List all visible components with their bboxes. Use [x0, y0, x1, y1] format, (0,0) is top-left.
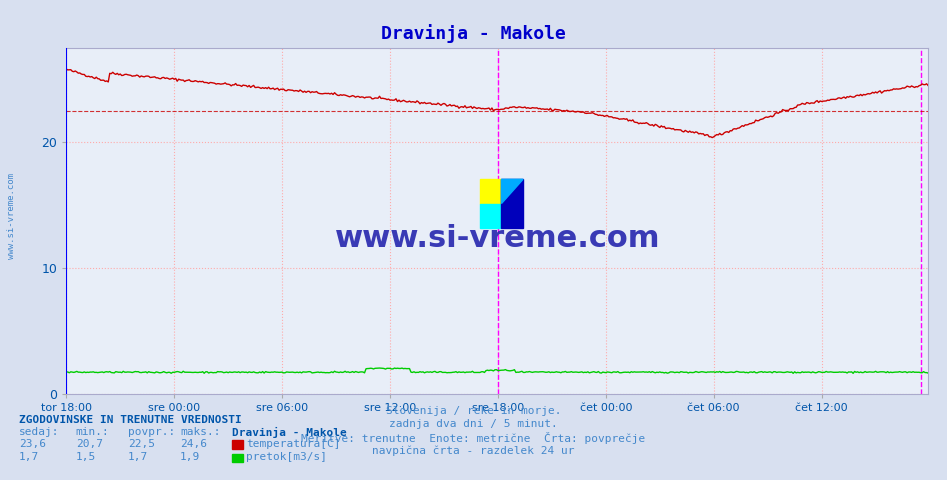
Text: Meritve: trenutne  Enote: metrične  Črta: povprečje: Meritve: trenutne Enote: metrične Črta: …	[301, 432, 646, 444]
Text: navpična črta - razdelek 24 ur: navpična črta - razdelek 24 ur	[372, 446, 575, 456]
Text: povpr.:: povpr.:	[128, 427, 175, 437]
Text: ZGODOVINSKE IN TRENUTNE VREDNOSTI: ZGODOVINSKE IN TRENUTNE VREDNOSTI	[19, 415, 241, 425]
Text: Dravinja - Makole: Dravinja - Makole	[232, 427, 347, 437]
Text: 20,7: 20,7	[76, 439, 103, 449]
Text: 24,6: 24,6	[180, 439, 207, 449]
Text: zadnja dva dni / 5 minut.: zadnja dva dni / 5 minut.	[389, 419, 558, 429]
Text: temperatura[C]: temperatura[C]	[246, 439, 341, 449]
Text: 1,7: 1,7	[128, 452, 148, 462]
Text: maks.:: maks.:	[180, 427, 221, 437]
Bar	[502, 180, 523, 228]
Text: sedaj:: sedaj:	[19, 427, 60, 437]
Text: www.si-vreme.com: www.si-vreme.com	[334, 224, 660, 252]
Text: 1,7: 1,7	[19, 452, 39, 462]
Text: 1,5: 1,5	[76, 452, 96, 462]
Text: 1,9: 1,9	[180, 452, 200, 462]
Bar	[480, 180, 502, 204]
Text: 22,5: 22,5	[128, 439, 155, 449]
Text: Dravinja - Makole: Dravinja - Makole	[381, 24, 566, 43]
Bar	[480, 204, 502, 228]
Text: min.:: min.:	[76, 427, 110, 437]
Text: pretok[m3/s]: pretok[m3/s]	[246, 452, 328, 462]
Polygon shape	[502, 180, 523, 204]
Text: 23,6: 23,6	[19, 439, 46, 449]
Text: Slovenija / reke in morje.: Slovenija / reke in morje.	[385, 406, 562, 416]
Text: www.si-vreme.com: www.si-vreme.com	[7, 173, 16, 259]
